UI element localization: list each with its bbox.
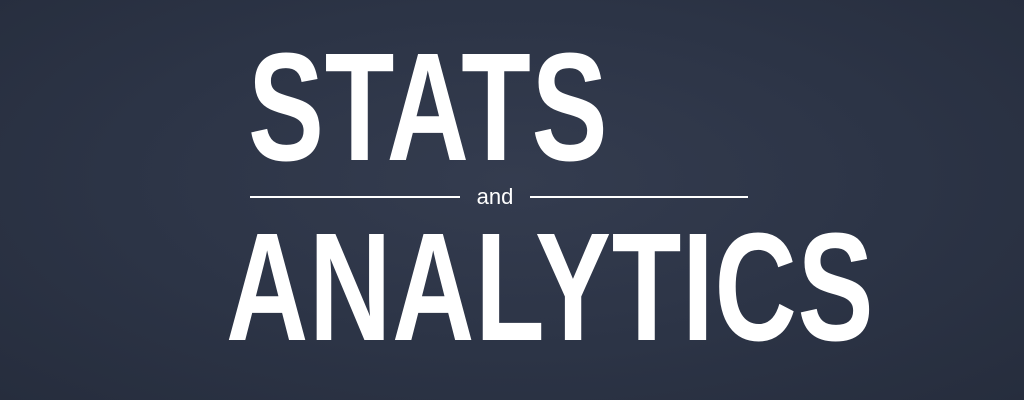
connector-text: and [476,184,514,209]
headline-analytics: ANALYTICS [226,201,875,373]
headline-stats: STATS [248,21,609,193]
divider-line-left [250,196,460,198]
divider-line-right [530,196,748,198]
